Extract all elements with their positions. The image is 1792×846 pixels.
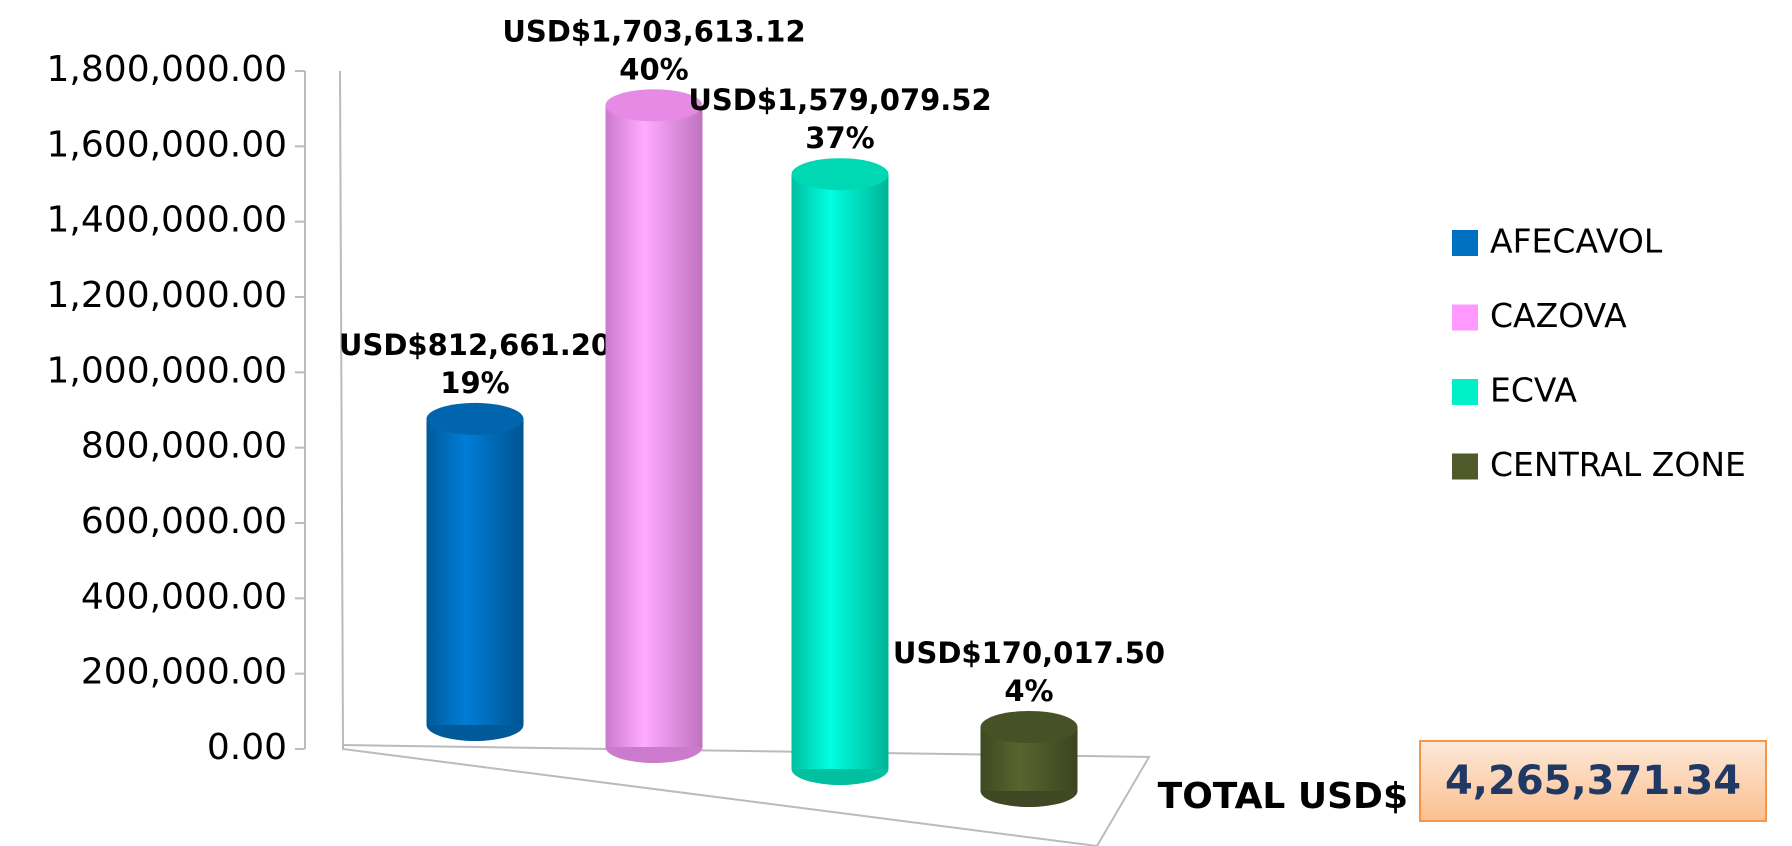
data-label: USD$1,579,079.52: [688, 83, 991, 117]
data-label: USD$170,017.50: [893, 636, 1165, 670]
y-tick-label: 0.00: [207, 727, 287, 768]
bar: [426, 418, 524, 725]
y-tick-label: 200,000.00: [81, 652, 287, 693]
y-tick-label: 1,800,000.00: [47, 49, 287, 90]
bar-top: [605, 89, 703, 122]
bar-top: [980, 710, 1078, 743]
y-tick-label: 400,000.00: [81, 576, 287, 617]
legend-label: AFECAVOL: [1490, 222, 1663, 261]
legend-swatch: [1452, 379, 1478, 405]
legend-label: CAZOVA: [1490, 296, 1627, 335]
y-tick-label: 1,600,000.00: [47, 124, 287, 165]
y-tick-label: 1,200,000.00: [47, 275, 287, 316]
y-tick-label: 1,400,000.00: [47, 200, 287, 241]
legend-swatch: [1452, 230, 1478, 256]
percent-label: 40%: [619, 52, 688, 86]
percent-label: 37%: [805, 121, 874, 155]
legend-label: ECVA: [1490, 371, 1577, 410]
percent-label: 4%: [1004, 674, 1053, 708]
percent-label: 19%: [440, 366, 509, 400]
back-wall-edge: [339, 70, 344, 746]
bar: [791, 174, 889, 769]
legend-label: CENTRAL ZONE: [1490, 445, 1746, 484]
legend-swatch: [1452, 304, 1478, 331]
total-label: TOTAL USD$: [1158, 776, 1408, 817]
bar-top: [791, 158, 889, 191]
total-box: [1419, 740, 1767, 822]
data-label: USD$812,661.20: [339, 328, 611, 362]
legend-swatch: [1452, 453, 1478, 480]
data-label: USD$1,703,613.12: [502, 14, 805, 48]
bar: [605, 105, 703, 747]
y-tick-label: 800,000.00: [81, 426, 287, 467]
total-value: 4,265,371.34: [1445, 758, 1741, 804]
bar-top: [426, 402, 524, 435]
y-tick-label: 600,000.00: [81, 501, 287, 542]
y-tick-label: 1,000,000.00: [47, 350, 287, 391]
